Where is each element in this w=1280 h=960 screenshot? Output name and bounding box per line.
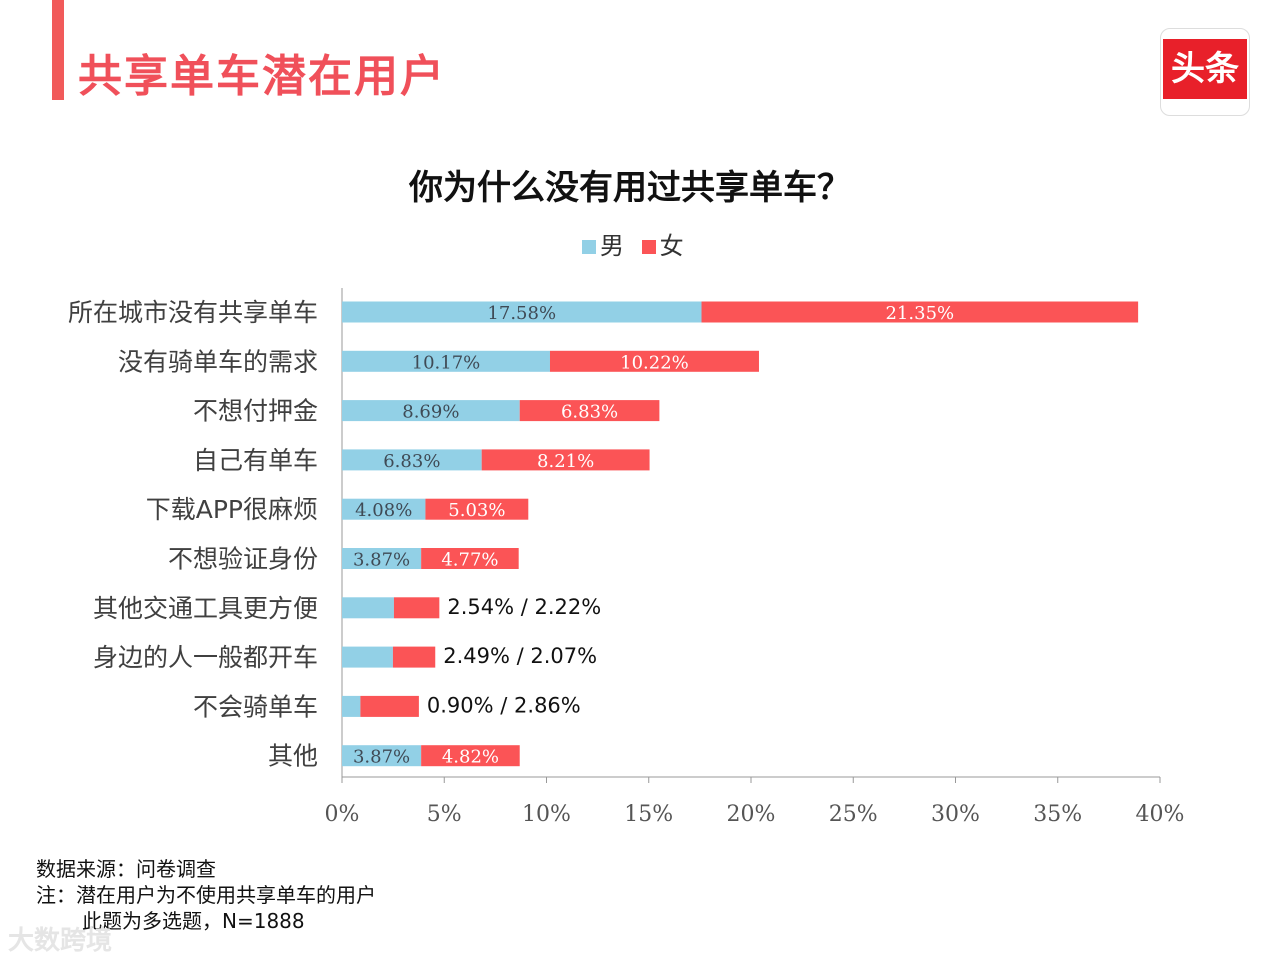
- logo-text: 头条: [1163, 39, 1247, 99]
- data-label: 6.83%: [561, 402, 618, 423]
- data-label: 4.77%: [441, 550, 498, 571]
- x-tick-label: 35%: [1033, 802, 1082, 827]
- data-label-outside: 0.90% / 2.86%: [427, 693, 581, 717]
- page-title: 共享单车潜在用户: [78, 51, 446, 102]
- chart-title: 你为什么没有用过共享单车？: [409, 168, 851, 208]
- data-label: 10.22%: [620, 352, 689, 373]
- data-label: 3.87%: [353, 550, 410, 571]
- bar-segment-female: [481, 449, 650, 471]
- data-label-outside: 2.54% / 2.22%: [447, 595, 601, 619]
- bar-segment-male: [342, 498, 426, 520]
- x-tick-label: 10%: [522, 802, 571, 827]
- sample-note: 此题为多选题，N=1888: [82, 909, 305, 933]
- category-label: 不想付押金: [193, 397, 318, 426]
- data-label: 4.08%: [355, 500, 412, 521]
- category-label: 自己有单车: [193, 446, 318, 475]
- source-note: 数据来源：问卷调查: [36, 857, 216, 881]
- bar-segment-male: [342, 301, 702, 323]
- bar-segment-female: [392, 646, 436, 668]
- legend-item-female: 女: [641, 226, 684, 261]
- watermark: 大数跨境: [8, 926, 113, 956]
- bar-segment-female: [360, 695, 419, 717]
- bar-segment-male: [342, 695, 361, 717]
- bar-segment-male: [342, 745, 422, 767]
- data-label: 10.17%: [412, 352, 481, 373]
- data-label: 8.21%: [537, 451, 594, 472]
- legend-label-female: 女: [659, 232, 684, 260]
- data-label: 8.69%: [402, 402, 459, 423]
- category-label: 其他: [268, 742, 318, 771]
- bar-segment-female: [393, 597, 440, 619]
- category-label: 身边的人一般都开车: [93, 643, 318, 672]
- x-tick-label: 20%: [727, 802, 776, 827]
- x-tick-label: 5%: [427, 802, 462, 827]
- legend: 男 女: [582, 226, 694, 261]
- category-label: 不想验证身份: [168, 545, 318, 574]
- bar-segment-male: [342, 350, 550, 372]
- bar-segment-female: [421, 548, 519, 569]
- legend-label-male: 男: [600, 232, 624, 260]
- category-label: 不会骑单车: [193, 692, 318, 721]
- data-label: 3.87%: [353, 747, 410, 768]
- x-tick-label: 25%: [829, 802, 878, 827]
- category-label: 下载APP很麻烦: [146, 495, 318, 524]
- bar-segment-male: [342, 646, 393, 668]
- data-label: 4.82%: [442, 747, 499, 768]
- bar-segment-female: [701, 301, 1139, 323]
- data-label: 5.03%: [448, 500, 505, 521]
- population-note: 注：潜在用户为不使用共享单车的用户: [36, 883, 376, 907]
- bar-segment-male: [342, 597, 394, 619]
- legend-item-male: 男: [582, 226, 624, 261]
- x-tick-label: 0%: [325, 802, 360, 827]
- category-label: 所在城市没有共享单车: [68, 298, 318, 327]
- data-label: 6.83%: [383, 451, 440, 472]
- category-label: 其他交通工具更方便: [93, 594, 318, 623]
- legend-swatch-male: [582, 240, 596, 254]
- x-tick-label: 30%: [931, 802, 980, 827]
- bar-segment-male: [342, 548, 422, 569]
- footer-notes: 数据来源：问卷调查 注：潜在用户为不使用共享单车的用户 此题为多选题，N=188…: [36, 856, 376, 934]
- category-label: 没有骑单车的需求: [118, 347, 318, 376]
- toutiao-logo: 头条: [1160, 28, 1250, 116]
- bar-segment-female: [519, 400, 660, 422]
- data-label: 21.35%: [885, 303, 954, 324]
- x-tick-label: 15%: [624, 802, 673, 827]
- bar-segment-female: [549, 350, 759, 372]
- bar-segment-male: [342, 400, 520, 422]
- x-tick-label: 40%: [1136, 802, 1185, 827]
- legend-swatch-female: [641, 240, 656, 254]
- data-label-outside: 2.49% / 2.07%: [443, 644, 597, 668]
- bar-segment-male: [342, 449, 482, 471]
- data-label: 17.58%: [487, 303, 556, 324]
- bar-segment-female: [421, 745, 520, 767]
- title-accent-bar: [52, 0, 64, 100]
- bar-segment-female: [425, 498, 529, 520]
